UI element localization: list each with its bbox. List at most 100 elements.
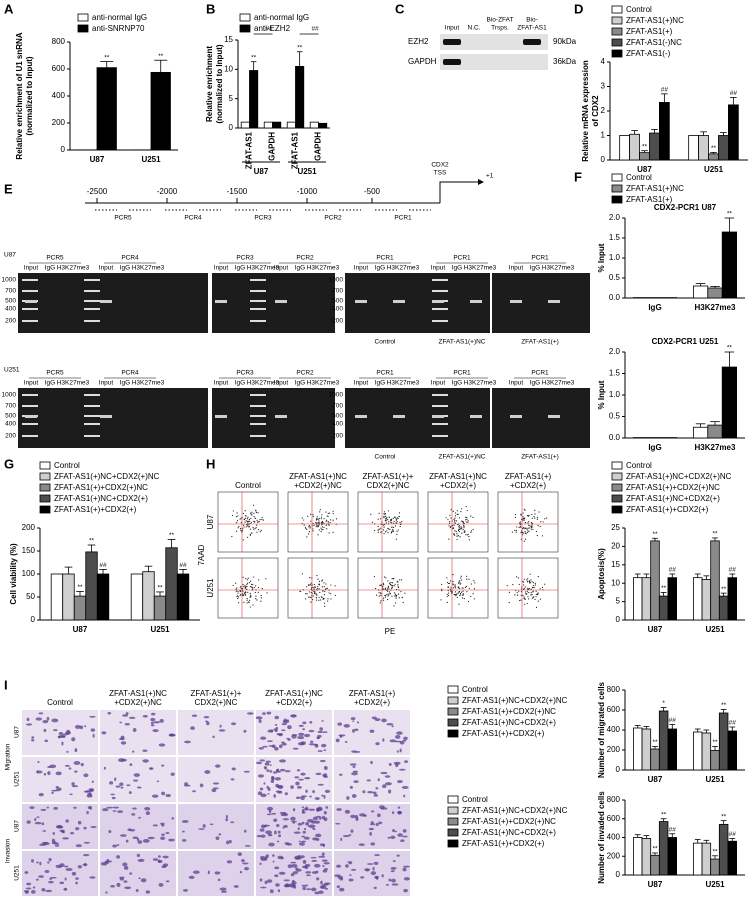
y-tick-label: 600 xyxy=(52,64,66,73)
cell xyxy=(348,833,352,836)
flow-dot xyxy=(390,521,392,523)
cell xyxy=(259,878,263,882)
significance-label: ** xyxy=(158,53,164,60)
flow-dot xyxy=(473,588,476,590)
ladder-band xyxy=(250,308,266,310)
y-tick-label: 0.5 xyxy=(609,273,621,282)
cell xyxy=(323,794,326,799)
ladder-label: 200 xyxy=(332,433,343,440)
tss-label: TSS xyxy=(434,170,447,177)
flow-dot xyxy=(463,531,465,534)
cell xyxy=(61,831,65,834)
flow-dot xyxy=(332,512,334,515)
flow-dot xyxy=(247,522,249,524)
cell xyxy=(396,854,400,857)
bar xyxy=(701,732,712,771)
cell xyxy=(263,766,267,769)
bar xyxy=(641,577,652,621)
blot-band xyxy=(443,59,461,65)
flow-dot xyxy=(383,576,386,578)
flow-dot xyxy=(252,583,254,586)
flow-dot xyxy=(248,518,250,521)
cell xyxy=(255,716,263,720)
flow-dot xyxy=(530,592,532,594)
flow-dot xyxy=(538,511,540,513)
flow-dot xyxy=(332,510,334,512)
chart-title: CDX2-PCR1 U87 xyxy=(654,203,717,212)
flow-dot xyxy=(251,514,253,516)
cell xyxy=(309,720,313,724)
flow-dot xyxy=(401,521,403,523)
flow-dot xyxy=(312,595,314,597)
flow-dot xyxy=(536,516,539,519)
cell xyxy=(111,796,116,800)
ladder-band xyxy=(250,415,266,417)
flow-dot xyxy=(313,592,315,595)
flow-dot xyxy=(386,593,388,595)
flow-dot xyxy=(247,601,250,603)
flow-dot xyxy=(395,596,397,598)
flow-dot xyxy=(322,590,324,592)
cell xyxy=(282,812,289,817)
flow-dot xyxy=(309,526,311,528)
ladder-band xyxy=(432,279,448,281)
flow-dot xyxy=(318,529,321,531)
ladder-label: 500 xyxy=(5,298,16,305)
flow-dot xyxy=(466,578,468,580)
gel-band xyxy=(275,415,287,418)
bar xyxy=(710,750,720,771)
cell xyxy=(204,770,211,774)
flow-dot xyxy=(520,514,522,516)
flow-dot xyxy=(459,587,461,590)
flow-dot xyxy=(394,583,396,585)
flow-dot xyxy=(259,518,261,521)
cell xyxy=(402,829,407,833)
cell xyxy=(403,877,410,881)
cell xyxy=(122,862,128,867)
cell xyxy=(369,729,375,733)
cell xyxy=(394,740,402,743)
cell xyxy=(36,770,43,774)
flow-dot xyxy=(383,517,385,519)
cell xyxy=(274,729,278,733)
y-tick-label: 600 xyxy=(607,705,621,714)
micro-column-label: +CDX2(+) xyxy=(354,698,390,707)
flow-dot xyxy=(246,597,248,600)
cell xyxy=(396,731,403,735)
flow-dot xyxy=(470,595,472,598)
cell xyxy=(344,809,351,814)
flow-dot xyxy=(467,534,469,536)
cell xyxy=(351,772,358,776)
flow-dot xyxy=(455,531,457,533)
flow-dot xyxy=(391,586,393,588)
bar xyxy=(701,842,712,876)
cell xyxy=(165,831,170,834)
flow-dot xyxy=(386,519,388,521)
cell xyxy=(302,830,306,834)
significance-label: ** xyxy=(721,813,727,820)
cell xyxy=(272,860,275,863)
flow-dot xyxy=(449,526,451,529)
flow-dot xyxy=(522,527,525,529)
flow-dot xyxy=(310,582,312,584)
bar xyxy=(309,121,319,129)
y-tick-label: 0.0 xyxy=(609,293,621,302)
flow-plot xyxy=(497,491,559,553)
flow-dot xyxy=(237,590,239,592)
cell xyxy=(132,807,137,810)
flow-dot xyxy=(456,533,458,535)
flow-dot xyxy=(385,594,387,596)
cell xyxy=(110,885,115,888)
flow-plot xyxy=(217,557,279,619)
flow-dot xyxy=(449,520,451,523)
flow-dot xyxy=(446,577,448,579)
flow-dot xyxy=(392,577,394,580)
flow-dot xyxy=(527,527,529,529)
flow-dot xyxy=(461,532,463,534)
cell xyxy=(133,773,141,777)
cell xyxy=(214,871,221,875)
flow-column-label: +CDX2(+) xyxy=(440,481,476,490)
flow-dot xyxy=(383,526,385,528)
legend-swatch xyxy=(239,13,251,22)
flow-dot xyxy=(238,525,240,528)
